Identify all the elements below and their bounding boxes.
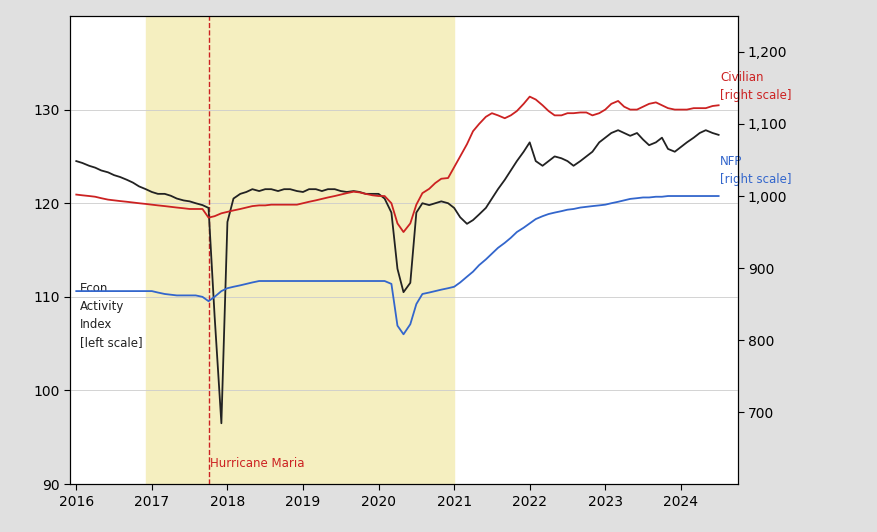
Bar — [146, 16, 453, 484]
Text: Econ
Activity
Index
[left scale]: Econ Activity Index [left scale] — [80, 282, 143, 349]
Text: NFP
[right scale]: NFP [right scale] — [719, 155, 791, 186]
Text: Hurricane Maria: Hurricane Maria — [210, 457, 304, 470]
Text: Civilian
[right scale]: Civilian [right scale] — [719, 71, 791, 102]
